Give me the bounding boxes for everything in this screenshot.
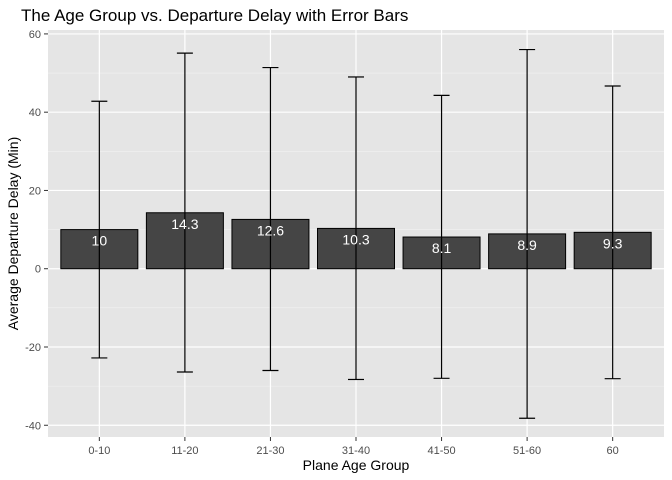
x-tick-label: 51-60 [513, 445, 541, 457]
data-label-31-40: 10.3 [342, 231, 369, 247]
x-tick-label: 41-50 [427, 445, 455, 457]
x-axis-title: Plane Age Group [303, 457, 410, 473]
x-axis-ticks: 0-10 11-20 21-30 31-40 41-50 51-60 60 [88, 437, 619, 457]
chart-title: The Age Group vs. Departure Delay with E… [21, 6, 408, 25]
data-label-0-10: 10 [92, 233, 108, 249]
y-tick-label: 40 [29, 107, 41, 119]
y-tick-label: 0 [35, 264, 41, 276]
data-label-41-50: 8.1 [432, 240, 452, 256]
x-tick-label: 60 [607, 445, 619, 457]
x-tick-label: 11-20 [171, 445, 198, 457]
y-axis-ticks: -40 -20 0 20 40 60 [25, 29, 48, 432]
x-tick-label: 0-10 [88, 445, 110, 457]
data-label-60: 9.3 [603, 235, 623, 251]
y-tick-label: 20 [29, 185, 41, 197]
x-tick-label: 31-40 [342, 445, 370, 457]
data-label-11-20: 14.3 [171, 216, 198, 232]
data-label-21-30: 12.6 [257, 222, 284, 238]
data-labels: 10 14.3 12.6 10.3 8.1 8.9 9.3 [92, 216, 623, 256]
y-tick-label: -20 [25, 342, 41, 354]
data-label-51-60: 8.9 [517, 237, 537, 253]
y-tick-label: -40 [25, 420, 41, 432]
y-tick-label: 60 [29, 29, 41, 41]
x-tick-label: 21-30 [256, 445, 284, 457]
y-axis-title: Average Departure Delay (Min) [5, 137, 21, 331]
error-bars [91, 48, 621, 419]
